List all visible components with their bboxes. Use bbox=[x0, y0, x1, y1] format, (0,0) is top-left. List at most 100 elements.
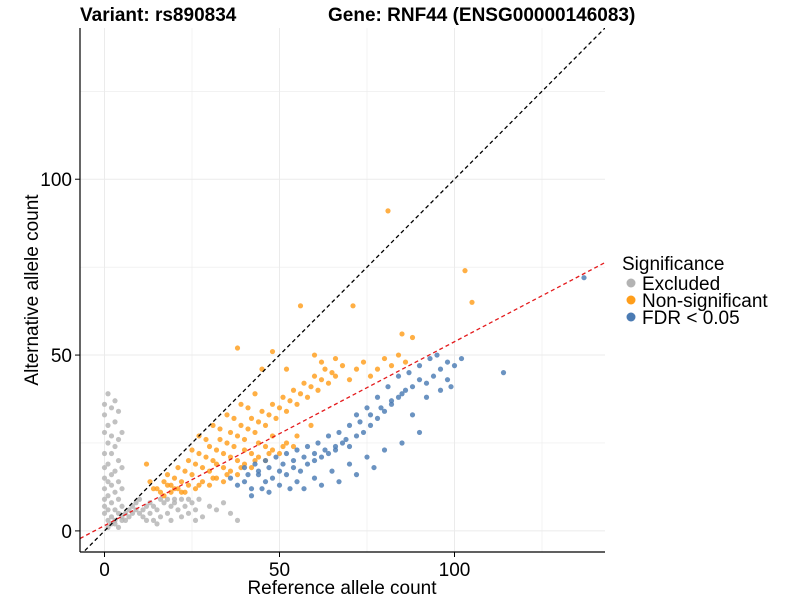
point-non-significant bbox=[234, 472, 241, 478]
point-non-significant bbox=[287, 398, 293, 404]
point-non-significant bbox=[220, 479, 227, 485]
point-excluded bbox=[136, 510, 143, 516]
point-non-significant bbox=[325, 380, 332, 386]
point-non-significant bbox=[241, 447, 248, 453]
point-fdr-0-05 bbox=[280, 461, 286, 467]
point-excluded bbox=[119, 429, 125, 436]
point-excluded bbox=[140, 514, 146, 520]
point-non-significant bbox=[178, 479, 185, 485]
point-excluded bbox=[112, 489, 118, 495]
legend-label-excluded: Excluded bbox=[642, 274, 720, 295]
point-fdr-0-05 bbox=[434, 352, 440, 358]
point-excluded bbox=[101, 401, 108, 407]
point-non-significant bbox=[206, 443, 213, 450]
point-excluded bbox=[213, 507, 220, 513]
point-fdr-0-05 bbox=[444, 377, 451, 383]
point-excluded bbox=[182, 503, 188, 509]
point-fdr-0-05 bbox=[371, 464, 377, 471]
chart-title-gene: Gene: RNF44 (ENSG00000146083) bbox=[328, 5, 635, 26]
point-non-significant bbox=[238, 401, 244, 407]
point-excluded bbox=[112, 443, 118, 450]
point-fdr-0-05 bbox=[259, 486, 265, 492]
point-excluded bbox=[101, 475, 108, 481]
point-fdr-0-05 bbox=[294, 479, 300, 485]
point-fdr-0-05 bbox=[416, 377, 423, 383]
point-fdr-0-05 bbox=[346, 461, 353, 467]
point-excluded bbox=[115, 408, 122, 414]
point-non-significant bbox=[297, 391, 304, 397]
point-fdr-0-05 bbox=[318, 482, 325, 488]
point-fdr-0-05 bbox=[357, 419, 363, 425]
point-non-significant bbox=[210, 457, 216, 464]
point-fdr-0-05 bbox=[343, 436, 349, 443]
point-excluded bbox=[168, 517, 174, 523]
point-non-significant bbox=[217, 436, 223, 443]
point-fdr-0-05 bbox=[290, 457, 297, 464]
point-fdr-0-05 bbox=[336, 429, 342, 436]
point-fdr-0-05 bbox=[234, 482, 241, 488]
point-fdr-0-05 bbox=[262, 457, 269, 464]
point-fdr-0-05 bbox=[437, 366, 444, 372]
point-excluded bbox=[189, 500, 195, 506]
point-non-significant bbox=[469, 299, 475, 305]
point-excluded bbox=[150, 503, 157, 509]
point-fdr-0-05 bbox=[248, 486, 255, 492]
point-fdr-0-05 bbox=[273, 454, 279, 460]
point-excluded bbox=[227, 510, 234, 516]
point-fdr-0-05 bbox=[416, 429, 423, 436]
point-non-significant bbox=[182, 468, 188, 474]
point-non-significant bbox=[318, 377, 325, 383]
point-fdr-0-05 bbox=[500, 370, 507, 376]
point-non-significant bbox=[255, 440, 262, 446]
point-non-significant bbox=[266, 412, 272, 418]
y-tick-label: 0 bbox=[61, 522, 72, 543]
point-non-significant bbox=[213, 447, 220, 453]
point-fdr-0-05 bbox=[339, 440, 346, 446]
point-excluded bbox=[220, 500, 227, 506]
point-non-significant bbox=[297, 303, 304, 309]
point-fdr-0-05 bbox=[248, 493, 255, 499]
point-fdr-0-05 bbox=[255, 468, 262, 474]
point-fdr-0-05 bbox=[427, 355, 433, 362]
point-non-significant bbox=[266, 450, 272, 457]
point-excluded bbox=[157, 514, 164, 520]
x-tick-label: 50 bbox=[269, 560, 290, 581]
point-non-significant bbox=[231, 415, 237, 421]
point-excluded bbox=[108, 405, 115, 411]
point-excluded bbox=[115, 479, 122, 485]
point-excluded bbox=[178, 514, 185, 520]
point-fdr-0-05 bbox=[395, 394, 402, 400]
point-fdr-0-05 bbox=[304, 461, 311, 467]
point-excluded bbox=[112, 468, 118, 474]
point-fdr-0-05 bbox=[322, 447, 328, 453]
point-excluded bbox=[105, 391, 111, 397]
point-fdr-0-05 bbox=[367, 422, 374, 428]
point-non-significant bbox=[399, 331, 405, 337]
point-non-significant bbox=[220, 464, 227, 471]
point-fdr-0-05 bbox=[364, 405, 370, 411]
point-fdr-0-05 bbox=[353, 433, 360, 439]
point-excluded bbox=[154, 507, 160, 513]
y-axis-title: Alternative allele count bbox=[22, 194, 43, 386]
point-excluded bbox=[133, 500, 139, 506]
point-excluded bbox=[101, 429, 108, 436]
point-non-significant bbox=[381, 355, 388, 362]
plot-background bbox=[80, 28, 605, 552]
point-fdr-0-05 bbox=[346, 443, 353, 450]
point-non-significant bbox=[262, 443, 269, 450]
point-non-significant bbox=[283, 366, 290, 372]
point-non-significant bbox=[294, 433, 300, 439]
point-excluded bbox=[168, 503, 174, 509]
point-fdr-0-05 bbox=[374, 394, 381, 400]
point-excluded bbox=[101, 464, 108, 471]
point-fdr-0-05 bbox=[276, 482, 283, 488]
point-non-significant bbox=[241, 436, 248, 443]
point-non-significant bbox=[332, 355, 339, 362]
point-non-significant bbox=[308, 422, 314, 428]
point-excluded bbox=[175, 507, 181, 513]
point-excluded bbox=[143, 503, 150, 509]
point-excluded bbox=[115, 524, 122, 530]
point-non-significant bbox=[311, 352, 318, 358]
point-fdr-0-05 bbox=[318, 454, 325, 460]
point-excluded bbox=[112, 507, 118, 513]
